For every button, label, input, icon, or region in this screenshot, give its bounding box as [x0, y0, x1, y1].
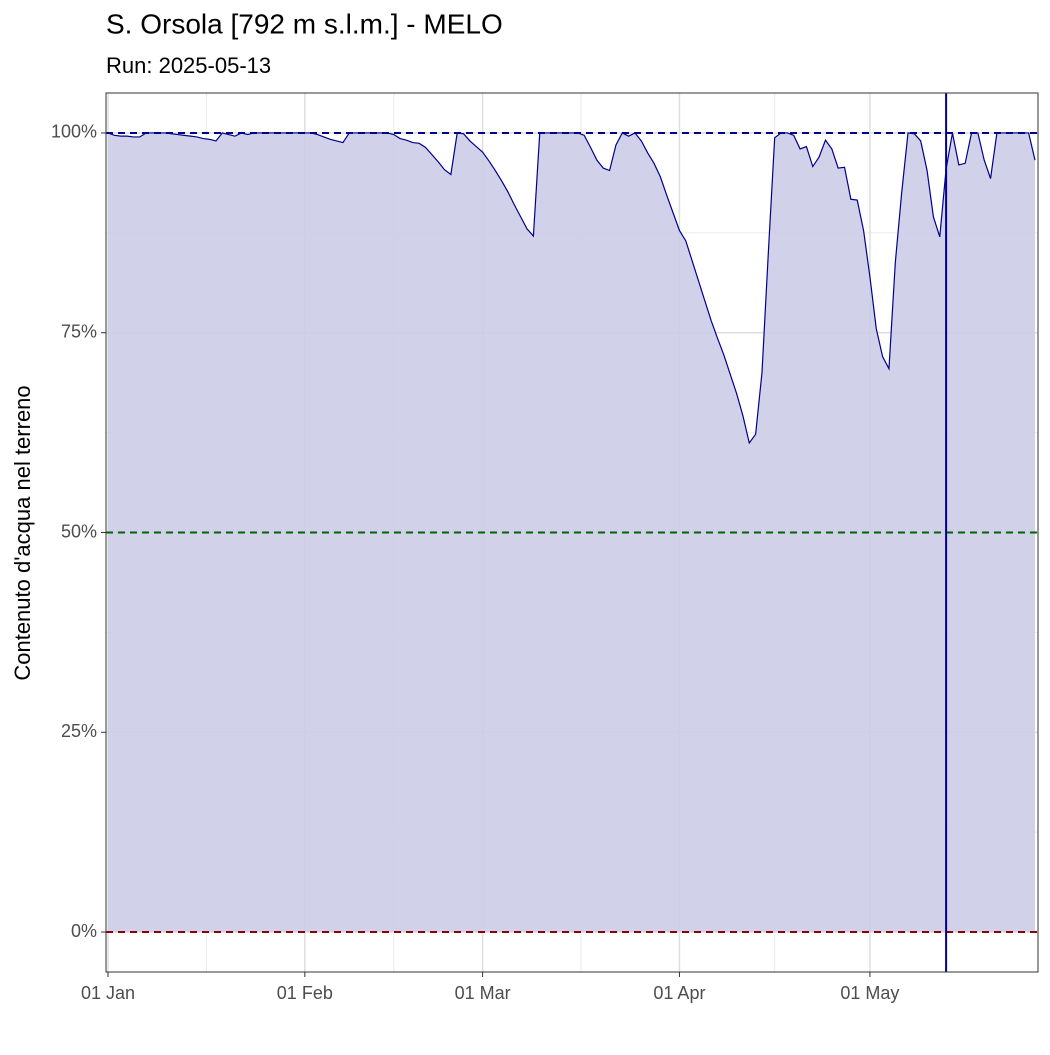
x-tick-label: 01 May: [840, 983, 899, 1003]
chart-subtitle: Run: 2025-05-13: [106, 53, 271, 78]
x-tick-label: 01 Jan: [81, 983, 135, 1003]
y-tick-label: 100%: [51, 122, 97, 142]
area: [108, 132, 1035, 933]
y-axis-title: Contenuto d'acqua nel terreno: [10, 385, 35, 680]
y-tick-label: 50%: [61, 521, 97, 541]
y-tick-label: 75%: [61, 321, 97, 341]
y-tick-label: 0%: [71, 921, 97, 941]
y-tick-label: 25%: [61, 721, 97, 741]
x-tick-label: 01 Feb: [277, 983, 333, 1003]
chart-title: S. Orsola [792 m s.l.m.] - MELO: [106, 8, 503, 39]
x-tick-label: 01 Apr: [653, 983, 705, 1003]
panel-border: [105, 92, 1039, 973]
x-tick-label: 01 Mar: [455, 983, 511, 1003]
